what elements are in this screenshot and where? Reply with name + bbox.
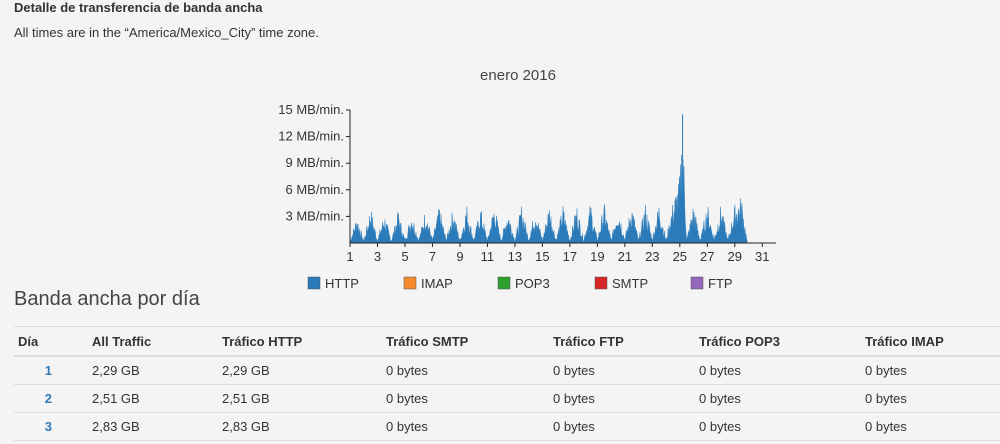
table-header-row: Día All Traffic Tráfico HTTP Tráfico SMT…: [14, 326, 1000, 357]
legend-label-pop3: POP3: [515, 276, 550, 291]
day-cell: 2: [14, 384, 92, 413]
y-tick-label: 12 MB/min.: [278, 129, 344, 144]
ftp-traffic-cell: 0 bytes: [553, 384, 699, 413]
x-tick-label: 15: [535, 249, 549, 264]
x-tick-label: 25: [673, 249, 687, 264]
header-imap-traffic: Tráfico IMAP: [865, 326, 1000, 357]
imap-traffic-cell: 0 bytes: [865, 356, 1000, 385]
http-traffic-cell: 2,51 GB: [222, 384, 386, 413]
x-tick-label: 9: [456, 249, 463, 264]
x-tick-label: 3: [374, 249, 381, 264]
imap-traffic-cell: 0 bytes: [865, 384, 1000, 413]
x-tick-label: 11: [481, 249, 495, 264]
http-traffic-cell: 2,29 GB: [222, 356, 386, 385]
header-smtp-traffic: Tráfico SMTP: [386, 326, 553, 357]
chart-title: enero 2016: [480, 67, 556, 84]
x-tick-label: 7: [429, 249, 436, 264]
x-tick-label: 5: [401, 249, 408, 264]
legend-label-imap: IMAP: [421, 276, 453, 291]
smtp-traffic-cell: 0 bytes: [386, 412, 553, 441]
legend-swatch-http: [307, 276, 321, 290]
pop3-traffic-cell: 0 bytes: [699, 356, 865, 385]
x-tick-label: 29: [728, 249, 742, 264]
smtp-traffic-cell: 0 bytes: [386, 384, 553, 413]
header-pop3-traffic: Tráfico POP3: [699, 326, 865, 357]
daily-bandwidth-table: Día All Traffic Tráfico HTTP Tráfico SMT…: [14, 326, 1000, 441]
legend-label-smtp: SMTP: [612, 276, 648, 291]
legend-label-ftp: FTP: [708, 276, 733, 291]
http-traffic-cell: 2,83 GB: [222, 412, 386, 441]
legend-swatch-imap: [403, 276, 417, 290]
header-all-traffic: All Traffic: [92, 326, 222, 357]
x-tick-label: 19: [590, 249, 604, 264]
x-tick-label: 31: [755, 249, 769, 264]
http-series-area: [349, 154, 748, 244]
pop3-traffic-cell: 0 bytes: [699, 384, 865, 413]
table-row: 3 2,83 GB 2,83 GB 0 bytes 0 bytes 0 byte…: [14, 412, 1000, 441]
x-tick-label: 13: [508, 249, 522, 264]
day-cell: 1: [14, 356, 92, 385]
y-tick-label: 6 MB/min.: [285, 182, 344, 197]
table-row: 1 2,29 GB 2,29 GB 0 bytes 0 bytes 0 byte…: [14, 356, 1000, 385]
smtp-traffic-cell: 0 bytes: [386, 356, 553, 385]
legend-swatch-ftp: [690, 276, 704, 290]
daily-bandwidth-heading: Banda ancha por día: [14, 288, 200, 310]
x-tick-label: 27: [700, 249, 714, 264]
timezone-note: All times are in the “America/Mexico_Cit…: [14, 25, 319, 40]
imap-traffic-cell: 0 bytes: [865, 412, 1000, 441]
y-tick-label: 3 MB/min.: [285, 208, 344, 223]
day-link[interactable]: 1: [44, 363, 52, 378]
y-tick-label: 15 MB/min.: [278, 102, 344, 117]
day-link[interactable]: 2: [44, 391, 52, 406]
x-tick-label: 23: [645, 249, 659, 264]
section-title: Detalle de transferencia de banda ancha: [14, 0, 263, 15]
legend-swatch-smtp: [594, 276, 608, 290]
day-link[interactable]: 3: [44, 419, 52, 434]
ftp-traffic-cell: 0 bytes: [553, 412, 699, 441]
pop3-traffic-cell: 0 bytes: [699, 412, 865, 441]
all-traffic-cell: 2,51 GB: [92, 384, 222, 413]
x-tick-label: 17: [563, 249, 577, 264]
x-tick-label: 1: [346, 249, 353, 264]
legend-swatch-pop3: [497, 276, 511, 290]
header-day: Día: [14, 326, 92, 357]
x-tick-label: 21: [618, 249, 632, 264]
header-http-traffic: Tráfico HTTP: [222, 326, 386, 357]
y-tick-label: 9 MB/min.: [285, 155, 344, 170]
all-traffic-cell: 2,83 GB: [92, 412, 222, 441]
bandwidth-chart: enero 2016 3 MB/min. 6 MB/min. 9 MB/min. 12 …: [278, 67, 776, 291]
day-cell: 3: [14, 412, 92, 441]
legend-label-http: HTTP: [325, 276, 359, 291]
table-row: 2 2,51 GB 2,51 GB 0 bytes 0 bytes 0 byte…: [14, 384, 1000, 413]
header-ftp-traffic: Tráfico FTP: [553, 326, 699, 357]
ftp-traffic-cell: 0 bytes: [553, 356, 699, 385]
all-traffic-cell: 2,29 GB: [92, 356, 222, 385]
